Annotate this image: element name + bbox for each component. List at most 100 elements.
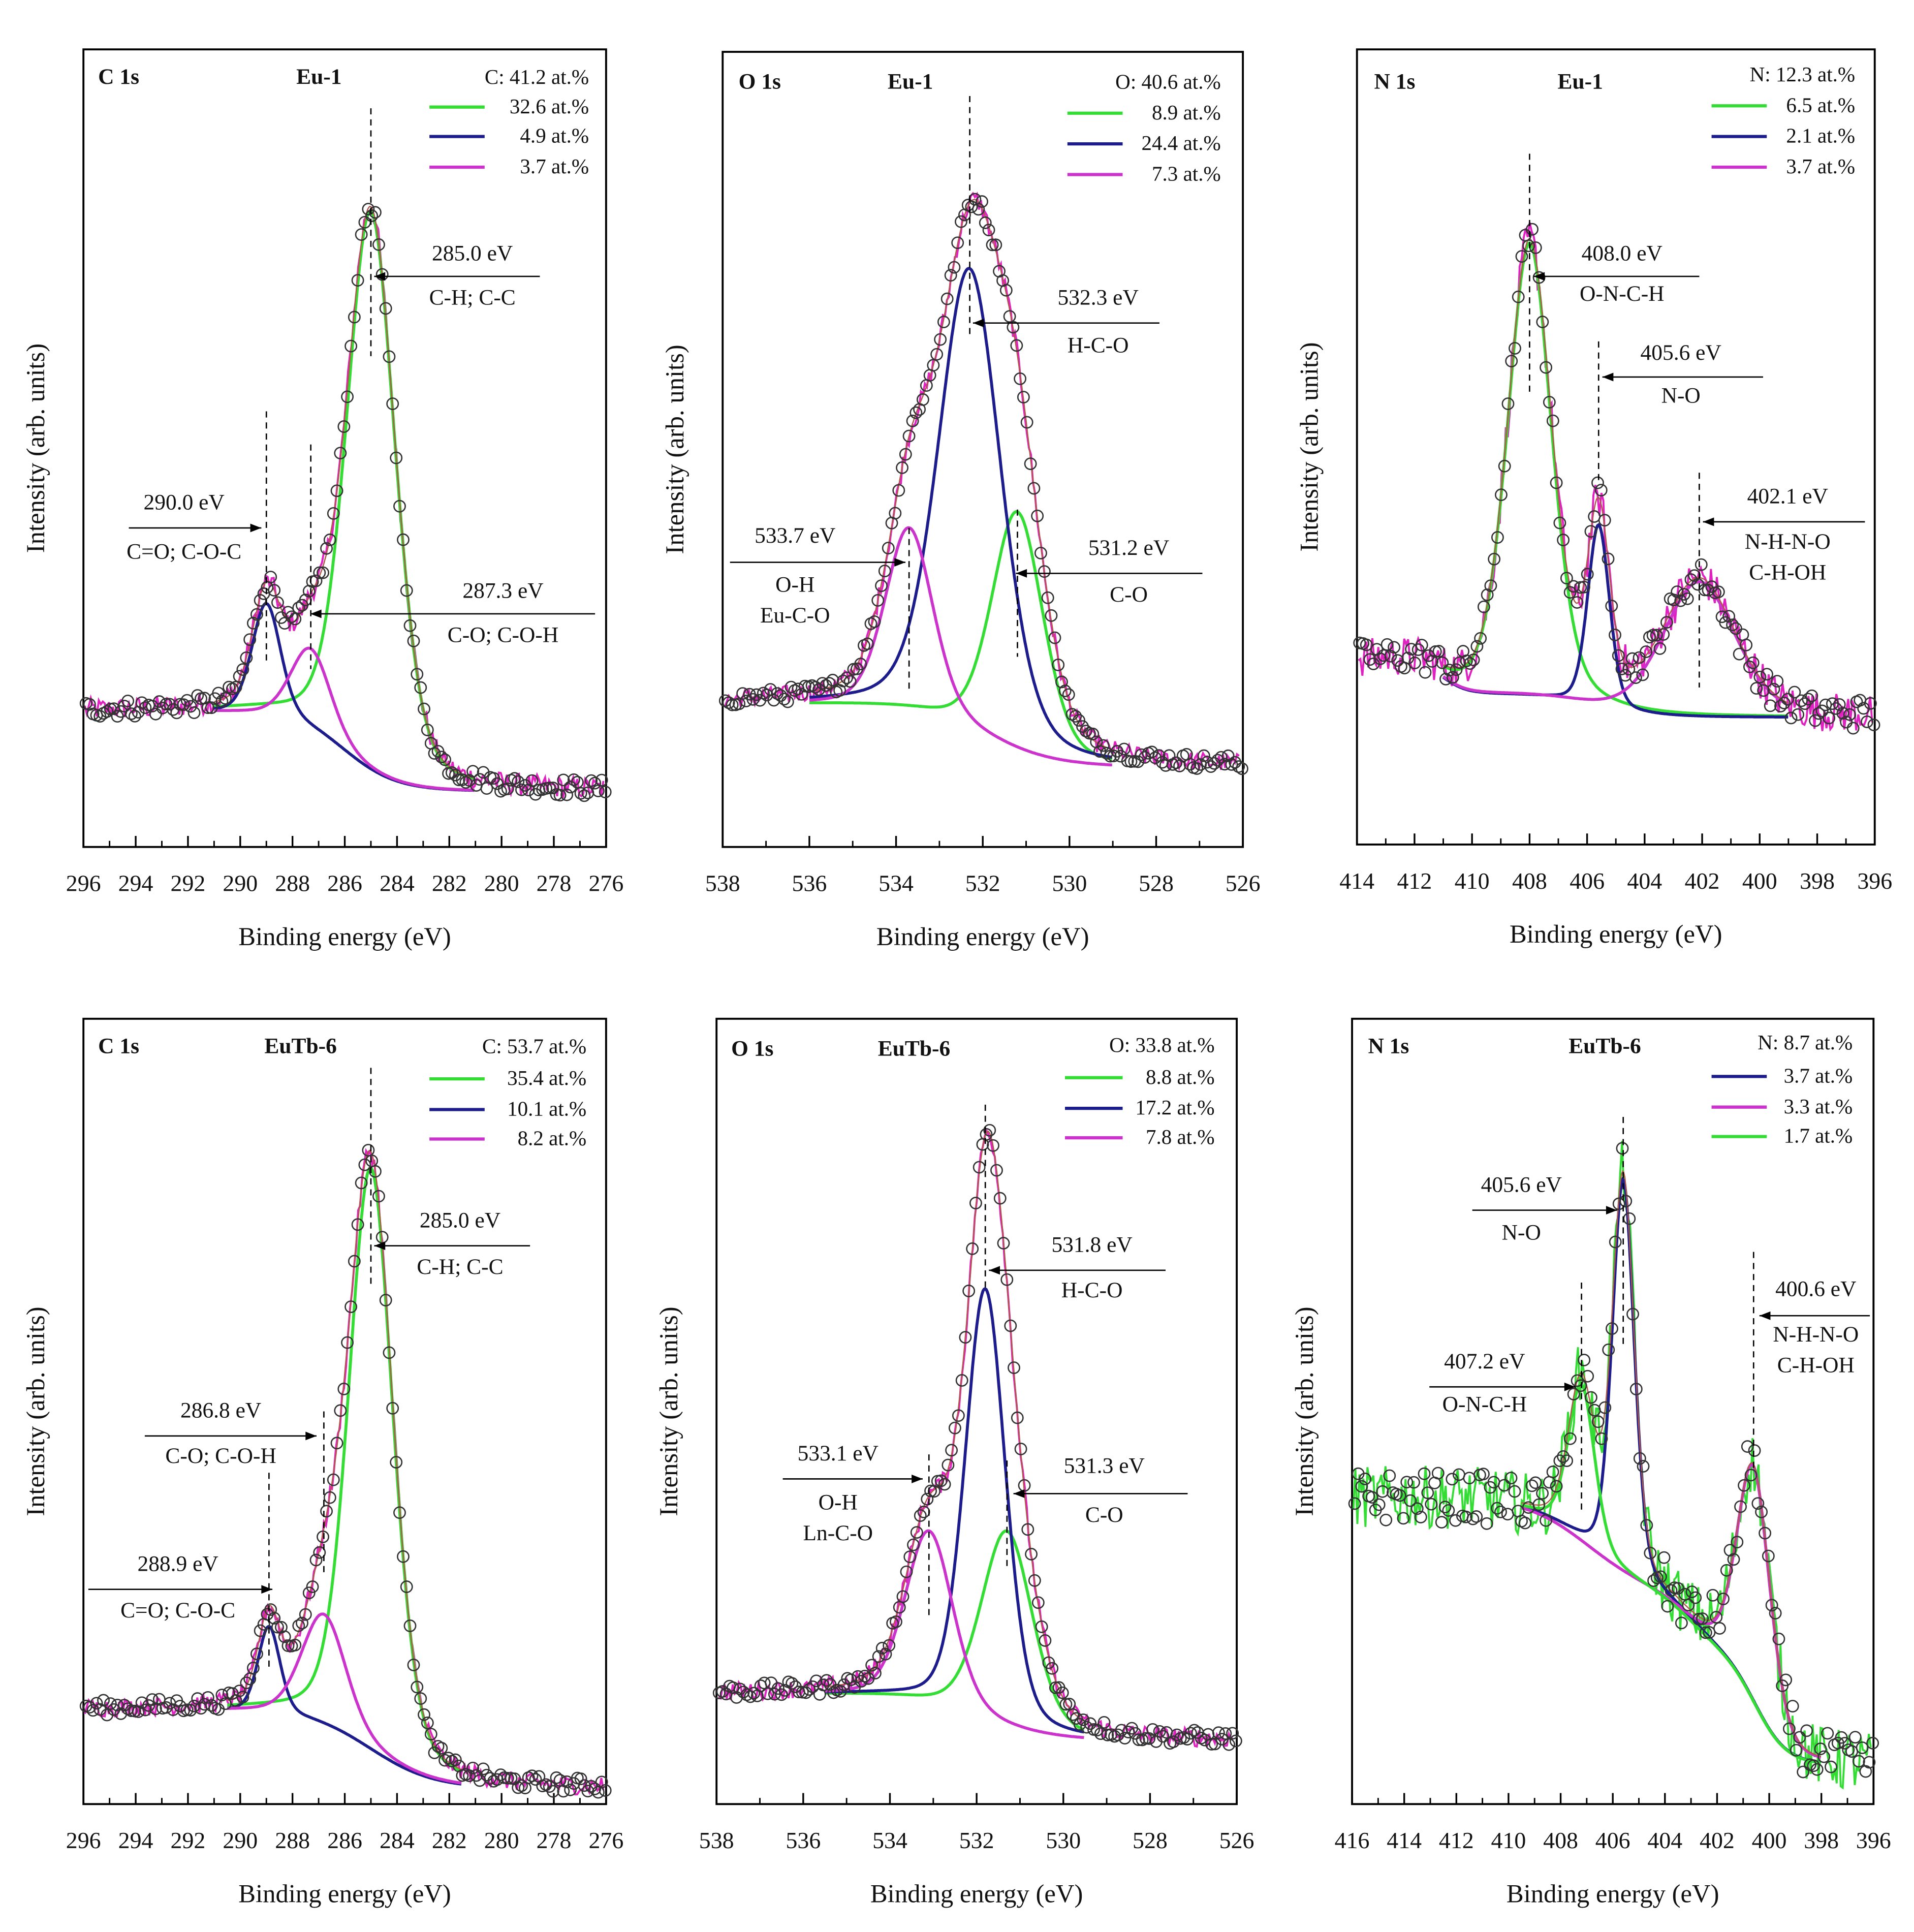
peak-assignment-label: C-O; C-O-H <box>165 1444 276 1468</box>
arrowhead-icon <box>989 1266 1000 1275</box>
data-point <box>1795 694 1808 707</box>
data-point <box>1079 725 1092 738</box>
peak-energy-label: 407.2 eV <box>1444 1349 1525 1374</box>
data-point <box>1546 414 1559 427</box>
x-tick-label: 284 <box>380 870 415 896</box>
data-point <box>372 238 385 251</box>
data-point <box>121 694 135 707</box>
data-point <box>1124 755 1138 768</box>
data-point <box>309 1553 323 1567</box>
data-point <box>868 615 881 628</box>
data-point <box>1602 552 1615 566</box>
x-tick-label: 292 <box>171 1827 206 1853</box>
data-point <box>278 1630 291 1643</box>
data-point <box>139 1703 152 1717</box>
data-point <box>1027 482 1041 495</box>
data-point <box>421 723 434 736</box>
data-point <box>250 608 263 621</box>
data-point <box>836 674 850 688</box>
data-point <box>355 228 368 241</box>
data-point <box>1612 1197 1625 1210</box>
data-point <box>955 1374 968 1387</box>
data-point <box>599 1784 612 1797</box>
data-point <box>355 1176 368 1190</box>
data-point <box>1567 1388 1580 1400</box>
data-point <box>1501 1508 1514 1521</box>
data-point <box>170 706 183 720</box>
data-point <box>1474 632 1487 645</box>
x-tick-label: 296 <box>66 1827 101 1853</box>
data-point <box>1563 1432 1577 1445</box>
x-tick-label: 282 <box>432 870 467 896</box>
data-point <box>1637 1460 1650 1473</box>
data-point <box>1612 649 1625 662</box>
data-point <box>1034 547 1047 559</box>
data-point <box>982 224 995 237</box>
data-point <box>205 1699 218 1712</box>
x-tick-label: 278 <box>537 870 572 896</box>
x-tick-label: 396 <box>1856 1827 1891 1853</box>
data-point <box>1863 1756 1876 1769</box>
peak-assignment-label: N-O <box>1502 1220 1541 1244</box>
peak-assignment-label: H-C-O <box>1068 333 1129 358</box>
data-point <box>543 782 556 795</box>
peak-energy-label: 533.7 eV <box>755 523 835 548</box>
arrowhead-icon <box>912 1474 923 1483</box>
data-point <box>271 1621 284 1634</box>
sample-name: Eu-1 <box>888 69 933 94</box>
arrowhead-icon <box>1564 1382 1576 1391</box>
data-point <box>834 1685 847 1698</box>
data-point <box>435 751 448 764</box>
data-point <box>323 533 336 546</box>
data-point <box>317 1530 329 1543</box>
data-point <box>400 1580 413 1594</box>
data-point <box>1529 1476 1542 1489</box>
data-point <box>1184 1727 1197 1740</box>
data-point <box>1450 663 1463 676</box>
data-point <box>317 566 329 579</box>
data-point <box>767 694 780 707</box>
data-point <box>1741 1440 1754 1453</box>
data-point <box>1443 664 1456 676</box>
data-point <box>1553 1454 1566 1468</box>
data-point <box>726 698 739 711</box>
fit-envelope <box>809 199 1113 750</box>
data-point <box>1710 1611 1723 1624</box>
data-point <box>574 787 587 800</box>
data-point <box>972 1161 986 1174</box>
legend-entry: 10.1 at.% <box>507 1097 586 1120</box>
data-point <box>1829 702 1842 715</box>
peak-energy-label: 408.0 eV <box>1582 241 1662 266</box>
data-point <box>1519 1516 1531 1530</box>
peak-assignment-label: Eu-C-O <box>760 603 830 628</box>
panel-title: O 1s <box>731 1036 773 1061</box>
data-point <box>330 484 343 497</box>
data-point <box>1790 1743 1803 1757</box>
data-point <box>302 1586 316 1600</box>
data-point <box>1578 1353 1591 1366</box>
data-point <box>1609 629 1621 641</box>
peak-energy-label: 405.6 eV <box>1641 340 1721 365</box>
data-point <box>1689 1591 1702 1604</box>
data-point <box>278 617 291 630</box>
data-point <box>879 1647 892 1661</box>
data-point <box>240 651 253 664</box>
data-point <box>180 694 194 707</box>
fit-component-3 <box>809 526 1112 767</box>
data-point <box>264 571 277 583</box>
data-point <box>1767 682 1780 696</box>
data-point <box>785 680 798 694</box>
data-point <box>306 1580 319 1594</box>
x-tick-label: 538 <box>705 870 740 896</box>
data-point <box>313 566 326 579</box>
data-point <box>1591 1415 1605 1428</box>
x-tick-label: 406 <box>1595 1827 1630 1853</box>
arrowhead-icon <box>305 1431 317 1441</box>
data-point <box>515 783 528 796</box>
data-point <box>1866 1736 1879 1750</box>
data-point <box>368 1165 382 1178</box>
data-point <box>900 1565 913 1578</box>
data-point <box>411 668 424 681</box>
data-point <box>1132 755 1145 768</box>
